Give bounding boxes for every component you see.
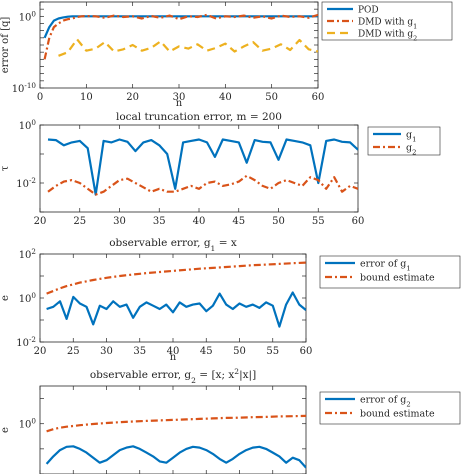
plot-area — [39, 253, 307, 343]
x-axis-label: n — [170, 352, 177, 363]
legend-entry: bound estimate — [360, 409, 435, 420]
x-tick-label: 60 — [312, 92, 325, 103]
legend-box — [367, 126, 441, 156]
legend-entry: g2 — [406, 143, 416, 157]
y-tick-label: 10-2 — [16, 335, 36, 350]
x-tick-label: 50 — [233, 346, 246, 357]
y-tick-label: 100 — [19, 416, 37, 431]
legend-entry: POD — [358, 6, 379, 16]
y-axis-label: error of [q] — [0, 17, 11, 74]
legend-box — [319, 255, 461, 289]
x-tick-label: 30 — [113, 216, 126, 227]
panel-3: 20 25 30 35 40 45 50 55 60 102 100 10-2 e n observable… — [0, 237, 461, 363]
legend-entry: g1 — [406, 130, 416, 144]
panel-4: 100 e observable error, g2 = [x; x2|x|] err… — [0, 367, 461, 474]
y-tick-label: 102 — [19, 247, 36, 262]
panel-2: 20 25 30 35 40 45 50 55 60 100 10-2 τ local truncati… — [0, 111, 441, 227]
x-tick-label: 25 — [73, 216, 86, 227]
legend-entry: error of g2 — [360, 395, 411, 409]
legend-entry: error of g1 — [360, 259, 411, 273]
x-tick-label: 50 — [265, 92, 278, 103]
x-tick-label: 20 — [34, 346, 47, 357]
x-tick-label: 30 — [100, 346, 113, 357]
x-tick-label: 45 — [200, 346, 213, 357]
panel-title: observable error, g1 = x — [109, 237, 237, 253]
legend-entry: bound estimate — [360, 273, 435, 284]
series-line-2 — [47, 174, 358, 196]
x-tick-label: 35 — [153, 216, 166, 227]
y-axis-label: e — [0, 427, 11, 433]
y-tick-label: 10-2 — [16, 176, 36, 191]
x-tick-label: 60 — [352, 216, 365, 227]
plot-area — [39, 124, 359, 213]
y-tick-label: 100 — [19, 118, 37, 133]
legend-entry: DMD with g1 — [358, 18, 417, 31]
legend-entry: DMD with g2 — [358, 30, 417, 43]
x-tick-label: 55 — [312, 216, 325, 227]
series-line-2 — [46, 414, 306, 433]
x-tick-label: 25 — [67, 346, 80, 357]
x-tick-label: 55 — [266, 346, 279, 357]
x-axis-label: n — [176, 98, 183, 109]
y-tick-label: 10-10 — [12, 81, 37, 96]
series-line-1 — [46, 291, 306, 328]
y-axis-label: e — [0, 295, 11, 301]
series-line-1 — [43, 15, 318, 39]
x-tick-label: 45 — [232, 216, 245, 227]
x-tick-label: 0 — [37, 92, 43, 103]
x-tick-label: 50 — [272, 216, 285, 227]
legend-box — [319, 391, 461, 425]
x-tick-label: 35 — [133, 346, 146, 357]
series-line-1 — [47, 138, 358, 196]
x-tick-label: 20 — [34, 216, 47, 227]
x-tick-label: 60 — [300, 346, 313, 357]
y-tick-label: 100 — [19, 9, 37, 24]
x-tick-label: 40 — [167, 346, 180, 357]
x-tick-label: 20 — [126, 92, 139, 103]
series-line-2 — [46, 261, 306, 295]
y-axis-label: τ — [0, 165, 11, 171]
panel-title: observable error, g2 = [x; x2|x|] — [90, 367, 256, 385]
x-tick-label: 30 — [173, 92, 186, 103]
panel-title: local truncation error, m = 200 — [116, 111, 282, 123]
y-tick-label: 100 — [19, 291, 37, 306]
plot-area — [39, 385, 307, 474]
x-tick-label: 40 — [193, 216, 206, 227]
x-tick-label: 40 — [219, 92, 232, 103]
series-line-1 — [45, 445, 306, 469]
series-line-3 — [58, 38, 318, 57]
x-tick-label: 10 — [80, 92, 93, 103]
